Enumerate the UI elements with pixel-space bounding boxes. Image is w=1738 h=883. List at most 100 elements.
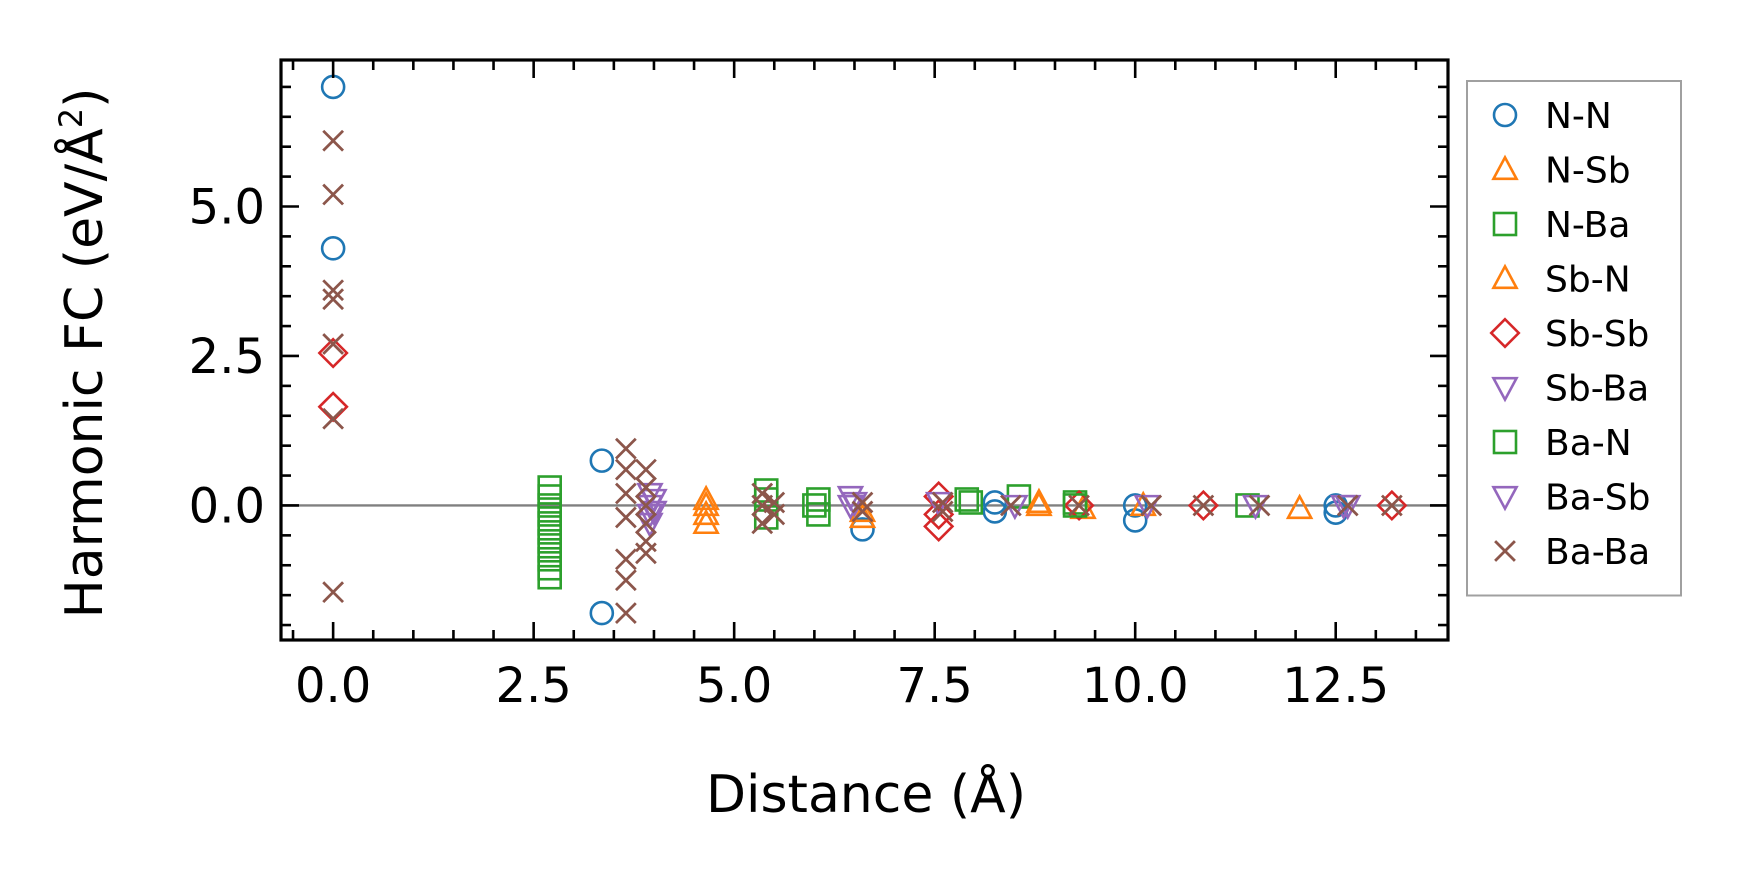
legend-item: Ba-Ba — [1494, 532, 1650, 573]
legend-label: Sb-Ba — [1545, 369, 1649, 410]
data-point — [1334, 494, 1362, 521]
data-point — [1248, 494, 1271, 517]
y-tick-label: 5.0 — [189, 179, 265, 235]
data-point — [923, 510, 955, 542]
data-point — [958, 490, 984, 515]
series-ba-ba — [322, 129, 1403, 624]
legend-marker — [1492, 211, 1518, 237]
legend-item: Sb-Sb — [1489, 314, 1649, 355]
data-point — [614, 506, 637, 529]
legend-label: Sb-Sb — [1545, 314, 1649, 355]
legend-marker — [1492, 102, 1518, 128]
data-point — [322, 288, 345, 311]
data-point — [763, 503, 786, 526]
data-point — [931, 491, 954, 514]
data-point — [1025, 490, 1053, 517]
x-tick-label: 7.5 — [897, 658, 973, 714]
legend-marker — [1491, 263, 1519, 290]
data-point — [923, 498, 955, 531]
data-point — [322, 183, 345, 206]
data-point — [1063, 489, 1095, 522]
data-point — [322, 129, 345, 152]
data-point — [640, 500, 668, 527]
legend: N-N N-Sb N-Ba Sb-N Sb-Sb Sb-Ba Ba-N Ba-Sb Ba-Ba — [1466, 80, 1682, 597]
legend-label: Sb-N — [1545, 260, 1631, 301]
data-point — [806, 502, 831, 527]
legend-label: N-N — [1545, 96, 1612, 137]
legend-item: N-N — [1492, 96, 1612, 137]
data-point — [931, 500, 954, 523]
data-point — [317, 391, 349, 423]
legend-item: Ba-Sb — [1491, 478, 1650, 519]
series-n-n — [320, 74, 1349, 626]
legend-box — [1466, 80, 1682, 597]
series-n-ba — [537, 475, 1260, 590]
x-tick-label: 0.0 — [295, 658, 371, 714]
y-axis-label-superscript: 2 — [52, 108, 90, 128]
plot-frame — [279, 58, 1450, 642]
legend-item: Sb-N — [1491, 260, 1631, 301]
data-point — [692, 490, 720, 517]
data-point — [692, 508, 720, 535]
data-point — [320, 74, 346, 100]
data-point — [635, 542, 657, 565]
data-point — [635, 476, 657, 499]
data-point — [317, 337, 349, 369]
data-point — [1241, 494, 1270, 521]
x-tick-label: 10.0 — [1082, 658, 1189, 714]
data-point — [1187, 489, 1219, 522]
data-point — [635, 458, 657, 481]
data-point — [1192, 494, 1215, 517]
data-point — [589, 600, 615, 626]
y-tick-label: 2.5 — [189, 329, 265, 385]
legend-label: Ba-Sb — [1545, 478, 1650, 519]
axes: 0.0 2.5 5.0 7.5 10.0 12.5 0.0 2.5 5.0 — [189, 58, 1450, 714]
data-point — [850, 517, 875, 542]
legend-label: N-Sb — [1545, 151, 1631, 192]
y-axis-label-main: Harmonic FC (eV/Å — [53, 128, 115, 619]
x-tick-label: 12.5 — [1282, 658, 1389, 714]
data-point — [1336, 494, 1359, 517]
legend-item: Sb-Ba — [1491, 369, 1649, 410]
data-point — [322, 581, 345, 604]
data-point — [954, 487, 980, 512]
data-point — [999, 494, 1022, 517]
data-point — [751, 512, 774, 535]
data-point — [322, 333, 345, 355]
data-point — [851, 491, 874, 514]
legend-label: Ba-Ba — [1545, 532, 1650, 573]
data-point — [614, 569, 637, 592]
legend-marker — [1489, 317, 1521, 349]
data-point — [1140, 494, 1163, 517]
y-tick-label: 0.0 — [189, 478, 265, 534]
data-point — [1376, 489, 1408, 522]
series-ba-sb — [640, 488, 1362, 527]
x-tick-label: 2.5 — [495, 658, 571, 714]
data-point — [802, 493, 827, 518]
data-point — [537, 564, 562, 590]
data-point — [614, 458, 637, 481]
data-point — [1068, 494, 1090, 517]
data-point — [614, 482, 637, 505]
legend-marker — [1491, 154, 1519, 181]
data-point — [1285, 493, 1314, 520]
data-point — [851, 500, 874, 523]
y-axis-label-close: ) — [55, 88, 115, 108]
legend-marker — [1492, 429, 1518, 455]
data-point — [614, 548, 637, 571]
data-point — [589, 448, 615, 473]
data-point — [635, 494, 657, 517]
data-point — [322, 407, 345, 430]
data-point — [1380, 494, 1403, 517]
legend-marker — [1494, 540, 1516, 562]
data-point — [1122, 493, 1148, 518]
legend-label: N-Ba — [1545, 205, 1630, 246]
data-point — [614, 602, 637, 624]
data-point — [320, 236, 346, 261]
data-point — [806, 487, 831, 512]
data-point — [635, 512, 657, 535]
data-point — [614, 437, 637, 460]
legend-item: N-Ba — [1492, 205, 1630, 246]
